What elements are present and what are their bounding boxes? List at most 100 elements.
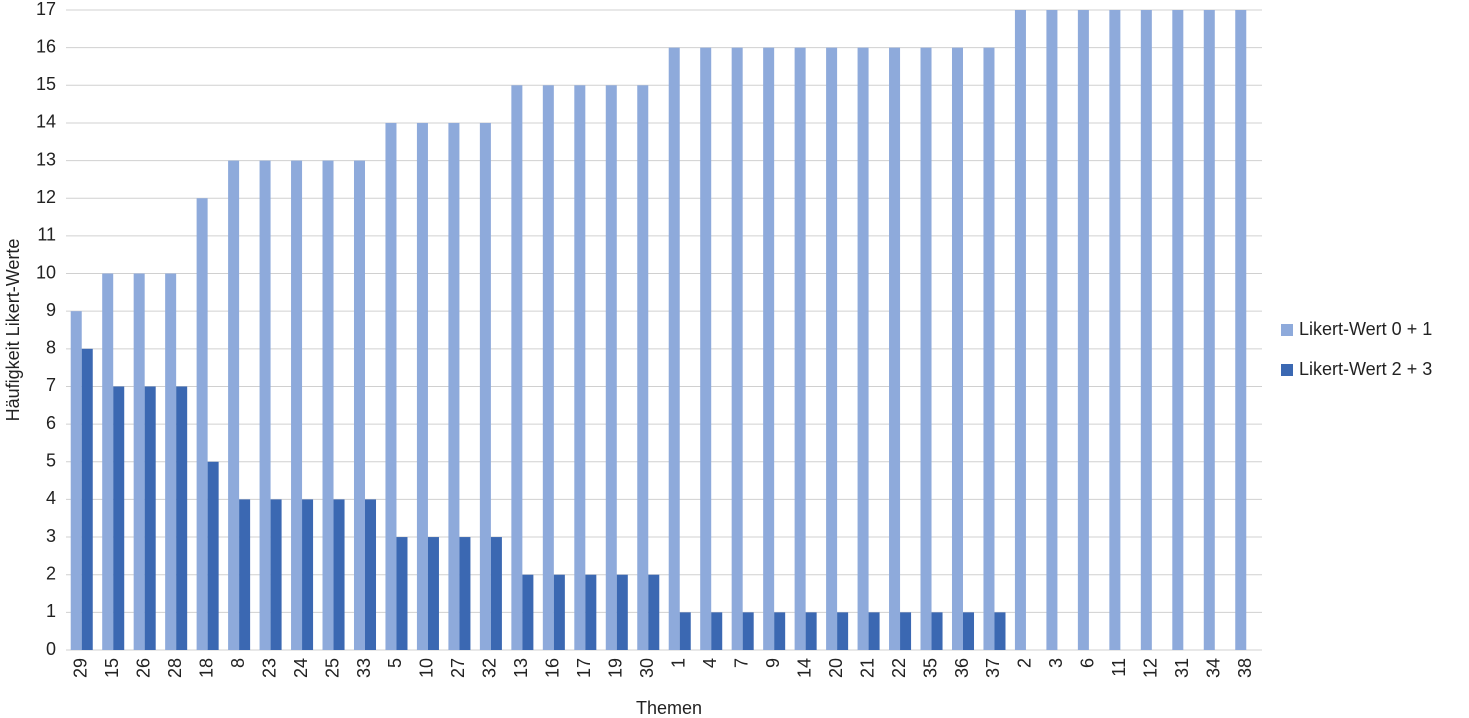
x-tick-label: 13 — [511, 658, 531, 678]
bar — [207, 461, 219, 650]
y-tick-label: 16 — [36, 36, 56, 56]
x-tick-label: 26 — [133, 658, 153, 678]
x-tick-label: 29 — [70, 658, 90, 678]
bar — [711, 612, 723, 650]
x-tick-label: 36 — [952, 658, 972, 678]
bar — [1172, 10, 1184, 650]
y-tick-label: 2 — [46, 563, 56, 583]
y-tick-label: 17 — [36, 0, 56, 19]
legend-swatch — [1281, 364, 1293, 376]
y-tick-label: 11 — [37, 225, 56, 245]
bar — [1014, 10, 1026, 650]
x-tick-label: 20 — [826, 658, 846, 678]
bar — [81, 348, 93, 650]
y-tick-label: 5 — [46, 451, 56, 471]
bar — [585, 574, 597, 650]
y-tick-label: 9 — [46, 300, 56, 320]
bar — [1109, 10, 1121, 650]
x-tick-label: 33 — [354, 658, 374, 678]
bar — [333, 499, 345, 650]
x-tick-label: 5 — [385, 658, 405, 668]
x-tick-label: 16 — [543, 658, 563, 678]
x-tick-label: 37 — [983, 658, 1003, 678]
x-tick-label: 30 — [637, 658, 657, 678]
x-tick-label: 28 — [165, 658, 185, 678]
bar — [900, 612, 912, 650]
bar — [1203, 10, 1215, 650]
x-tick-label: 35 — [920, 658, 940, 678]
bar — [396, 537, 408, 650]
x-tick-label: 27 — [448, 658, 468, 678]
bar — [102, 273, 114, 650]
bar — [553, 574, 565, 650]
bar — [479, 122, 491, 651]
bar — [648, 574, 660, 650]
x-tick-label: 25 — [322, 658, 342, 678]
legend-label: Likert-Wert 0 + 1 — [1299, 319, 1432, 339]
bar — [963, 612, 975, 650]
legend-label: Likert-Wert 2 + 3 — [1299, 359, 1432, 379]
bar — [1235, 10, 1247, 650]
bar — [794, 47, 806, 651]
bar — [826, 47, 838, 651]
bar — [951, 47, 963, 651]
bar — [774, 612, 786, 650]
y-tick-label: 6 — [46, 413, 56, 433]
x-tick-label: 18 — [196, 658, 216, 678]
x-tick-label: 2 — [1015, 658, 1035, 668]
x-tick-label: 1 — [668, 658, 688, 668]
x-axis-title: Themen — [636, 698, 702, 718]
bar — [70, 311, 82, 650]
x-tick-label: 19 — [606, 658, 626, 678]
x-tick-label: 3 — [1046, 658, 1066, 668]
y-tick-label: 10 — [36, 262, 56, 282]
x-tick-label: 9 — [763, 658, 783, 668]
y-tick-label: 13 — [36, 149, 56, 169]
bar — [616, 574, 628, 650]
y-tick-label: 1 — [46, 601, 56, 621]
bar — [1046, 10, 1058, 650]
bar — [605, 85, 617, 650]
x-tick-label: 22 — [889, 658, 909, 678]
bar — [302, 499, 314, 650]
bar — [1140, 10, 1152, 650]
y-axis-title: Häufigkeit Likert-Werte — [3, 239, 23, 422]
bar — [522, 574, 534, 650]
bar — [679, 612, 691, 650]
bar — [448, 122, 460, 651]
bar — [731, 47, 743, 651]
bar — [365, 499, 377, 650]
bar — [920, 47, 932, 651]
bar — [144, 386, 156, 650]
y-tick-label: 4 — [46, 488, 56, 508]
bar — [931, 612, 943, 650]
bar — [637, 85, 649, 650]
x-tick-label: 8 — [228, 658, 248, 668]
y-tick-label: 12 — [36, 187, 56, 207]
bar — [270, 499, 282, 650]
bar — [133, 273, 145, 650]
bar — [700, 47, 712, 651]
x-tick-label: 38 — [1235, 658, 1255, 678]
x-tick-label: 31 — [1172, 658, 1192, 678]
legend-swatch — [1281, 324, 1293, 336]
bar — [427, 537, 439, 650]
x-tick-label: 21 — [857, 658, 877, 678]
y-tick-label: 3 — [46, 526, 56, 546]
bar — [196, 198, 208, 650]
x-tick-label: 24 — [291, 658, 311, 678]
bar — [416, 122, 428, 651]
bar — [490, 537, 502, 650]
bar — [574, 85, 586, 650]
x-tick-label: 4 — [700, 658, 720, 668]
bar — [353, 160, 365, 650]
bar — [742, 612, 754, 650]
x-tick-label: 7 — [731, 658, 751, 668]
y-tick-label: 15 — [36, 74, 56, 94]
x-tick-label: 34 — [1204, 658, 1224, 678]
y-tick-label: 8 — [46, 338, 56, 358]
x-tick-label: 11 — [1109, 658, 1129, 677]
bar — [176, 386, 188, 650]
x-tick-label: 12 — [1141, 658, 1161, 678]
